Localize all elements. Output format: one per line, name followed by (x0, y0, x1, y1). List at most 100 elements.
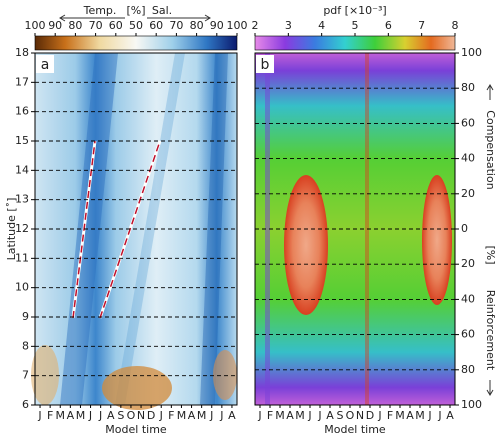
y-tick-label: 100 (461, 398, 482, 411)
x-tick-label: D (147, 409, 155, 422)
label-box (36, 55, 54, 73)
x-tick-label: M (395, 409, 405, 422)
x-tick-label: D (366, 409, 374, 422)
x-tick-label: N (356, 409, 364, 422)
y2-label: Reinforcement (484, 290, 497, 371)
y-tick-label: 100 (461, 46, 482, 59)
x-tick-label: F (47, 409, 53, 422)
x-tick-label: A (107, 409, 115, 422)
x-tick-label: J (377, 409, 381, 422)
panel-label: a (41, 57, 50, 73)
colorbar-tick-label: 50 (129, 19, 143, 32)
y-tick-label: 15 (15, 134, 29, 147)
x-tick-label: M (275, 409, 285, 422)
x-tick-label: M (197, 409, 207, 422)
colorbar-tick-label: 6 (385, 19, 392, 32)
colorbar-label: Temp. (83, 4, 117, 17)
colorbar-label: Sal. (152, 4, 172, 17)
x-tick-label: M (56, 409, 66, 422)
x-axis-label: Model time (324, 423, 386, 436)
arrow (204, 14, 211, 22)
y-tick-label: 18 (15, 46, 29, 59)
x-tick-label: A (286, 409, 294, 422)
arrow (486, 84, 494, 91)
x-tick-label: J (437, 409, 441, 422)
colorbar-tick-label: 60 (109, 19, 123, 32)
y-tick-label: 40 (461, 152, 475, 165)
x-tick-label: A (67, 409, 75, 422)
x-tick-label: O (127, 409, 136, 422)
x-tick-label: J (307, 409, 311, 422)
y-tick-label: 16 (15, 105, 29, 118)
colorbar-tick-label: 8 (452, 19, 459, 32)
x-tick-label: S (337, 409, 344, 422)
x-tick-label: J (37, 409, 41, 422)
x-tick-label: F (387, 409, 393, 422)
y-tick-label: 80 (461, 81, 475, 94)
colorbar-label: [%] (126, 4, 145, 17)
x-tick-label: J (219, 409, 223, 422)
colorbar-tick-label: 5 (352, 19, 359, 32)
x-tick-label: J (159, 409, 163, 422)
colorbar (34, 35, 238, 51)
x-tick-label: N (137, 409, 145, 422)
y-tick-label: 12 (15, 222, 29, 235)
frame (254, 52, 456, 406)
y-tick-label: 6 (22, 398, 29, 411)
colorbar-tick-label: 70 (89, 19, 103, 32)
x-tick-label: F (168, 409, 174, 422)
colorbar-tick-label: 3 (285, 19, 292, 32)
x-tick-label: J (98, 409, 102, 422)
colorbar-tick-label: 4 (318, 19, 325, 32)
x-tick-label: F (267, 409, 273, 422)
frame (34, 52, 238, 406)
y-tick-label: 60 (461, 328, 475, 341)
x-tick-label: A (406, 409, 414, 422)
colorbar-tick-label: 60 (149, 19, 163, 32)
x-tick-label: A (446, 409, 454, 422)
colorbar-tick-label: 2 (252, 19, 259, 32)
y-tick-label: 80 (461, 363, 475, 376)
y-tick-label: 11 (15, 251, 29, 264)
y-tick-label: 10 (15, 281, 29, 294)
colorbar-tick-label: 80 (68, 19, 82, 32)
y-tick-label: 20 (461, 257, 475, 270)
y-tick-label: 0 (461, 222, 468, 235)
colorbar-tick-label: 7 (418, 19, 425, 32)
texture (422, 175, 452, 305)
y-tick-label: 20 (461, 187, 475, 200)
label-box (256, 55, 274, 73)
x-tick-label: M (177, 409, 187, 422)
y-tick-label: 9 (22, 310, 29, 323)
x-axis-label: Model time (105, 423, 167, 436)
texture (284, 175, 328, 315)
y-axis-label: Latitude [˚] (5, 198, 18, 261)
y-tick-label: 8 (22, 339, 29, 352)
y-tick-label: 60 (461, 116, 475, 129)
y-tick-label: 40 (461, 292, 475, 305)
texture (102, 366, 172, 410)
texture (31, 345, 59, 405)
texture (213, 350, 237, 400)
x-tick-label: S (117, 409, 124, 422)
colorbar-tick-label: 90 (48, 19, 62, 32)
colorbar-label: pdf [×10⁻³] (323, 4, 386, 17)
colorbar-tick-label: 70 (169, 19, 183, 32)
y2-label: Compensation (484, 110, 497, 189)
texture (265, 53, 270, 405)
colorbar (254, 35, 456, 51)
colorbar-tick-label: 100 (227, 19, 248, 32)
x-tick-label: J (427, 409, 431, 422)
x-tick-label: A (188, 409, 196, 422)
y-tick-label: 14 (15, 163, 29, 176)
x-tick-label: J (209, 409, 213, 422)
x-tick-label: J (88, 409, 92, 422)
x-tick-label: O (346, 409, 355, 422)
x-tick-label: J (317, 409, 321, 422)
arrow (486, 389, 494, 396)
colorbar-tick-label: 100 (25, 19, 46, 32)
y-tick-label: 13 (15, 193, 29, 206)
x-tick-label: J (257, 409, 261, 422)
